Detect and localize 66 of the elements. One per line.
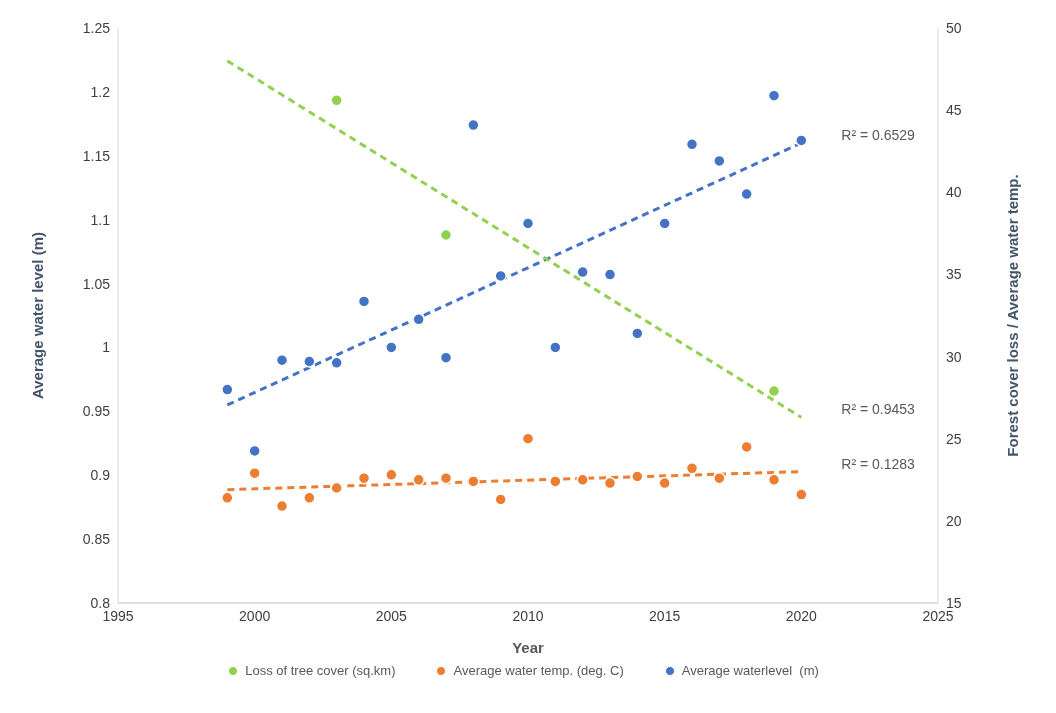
point — [467, 118, 480, 132]
point — [631, 470, 644, 483]
point — [467, 475, 480, 488]
point — [521, 432, 535, 445]
y2-tick-label: 35 — [946, 266, 962, 283]
y2-tick-label: 45 — [946, 102, 962, 119]
y-tick-label: 1.15 — [82, 147, 111, 164]
point — [275, 353, 289, 367]
y2-tick-label: 50 — [946, 19, 962, 36]
x-tick-label: 2020 — [785, 607, 818, 624]
y2-tick-label: 25 — [946, 430, 962, 447]
y-tick-label: 1.05 — [82, 275, 111, 292]
point — [767, 384, 781, 398]
point — [767, 473, 781, 487]
annotation: R² = 0.6529 — [841, 126, 916, 143]
point — [221, 491, 234, 505]
point — [303, 491, 316, 505]
y-tick-label: 1.2 — [90, 83, 111, 100]
legend-label: Average waterlevel (m) — [680, 663, 819, 678]
point — [713, 471, 726, 485]
point — [576, 473, 589, 487]
point — [303, 355, 316, 368]
x-tick-label: 2000 — [239, 607, 271, 624]
point — [412, 473, 425, 487]
point — [439, 351, 453, 364]
y-tick-label: 1 — [102, 339, 111, 356]
point — [248, 466, 261, 480]
point — [248, 444, 261, 458]
y-tick-label: 0.85 — [82, 531, 111, 548]
y-tick-label: 0.95 — [82, 403, 111, 420]
x-tick-label: 2010 — [512, 607, 544, 624]
point — [685, 462, 699, 475]
y2-tick-label: 40 — [946, 184, 962, 201]
legend-label: Loss of tree cover (sq.km) — [244, 663, 396, 678]
y-tick-label: 1.25 — [82, 19, 111, 36]
legend-label: Average water temp. (deg. C) — [452, 663, 624, 678]
point — [385, 468, 398, 482]
point — [740, 187, 753, 201]
x-tick-label: 2005 — [375, 607, 408, 624]
point — [330, 481, 343, 495]
y2-tick-label: 30 — [946, 348, 962, 365]
point — [357, 471, 371, 485]
point — [713, 154, 726, 168]
x-tick-label: 2015 — [649, 607, 681, 624]
point — [658, 476, 671, 490]
annotation: R² = 0.9453 — [841, 401, 916, 418]
point — [494, 269, 507, 283]
point — [521, 217, 535, 230]
y-tick-label: 0.9 — [90, 467, 111, 484]
annotation: R² = 0.1283 — [841, 455, 916, 472]
point — [439, 228, 453, 242]
y-axis-title: Average water level (m) — [29, 231, 47, 400]
point — [767, 89, 781, 102]
point — [439, 471, 453, 485]
point — [740, 440, 753, 454]
point — [603, 476, 617, 490]
point — [603, 268, 617, 281]
point — [330, 356, 343, 370]
y-tick-label: 1.1 — [90, 211, 111, 228]
point — [357, 295, 371, 308]
point — [275, 499, 289, 513]
point — [685, 138, 699, 151]
y2-tick-label: 20 — [946, 512, 962, 529]
point — [576, 265, 589, 279]
y2-axis-title: Forest cover loss / Average water temp. — [1004, 174, 1022, 457]
x-axis-title: Year — [512, 639, 545, 656]
